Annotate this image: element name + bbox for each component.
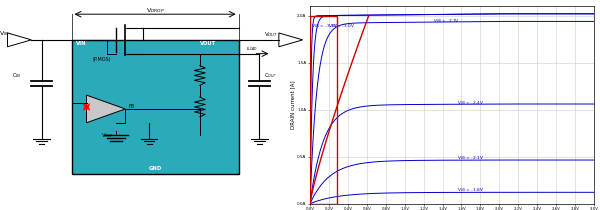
Text: GND: GND bbox=[148, 166, 162, 171]
Text: V$_{GS}$ = -2.1V: V$_{GS}$ = -2.1V bbox=[457, 155, 484, 162]
Text: C$_{IN}$: C$_{IN}$ bbox=[12, 71, 22, 80]
Text: V$_{OUT}$: V$_{OUT}$ bbox=[264, 30, 278, 39]
Text: V$_{GS}$ = -3.0V: V$_{GS}$ = -3.0V bbox=[328, 22, 355, 30]
Text: V$_{IN}$: V$_{IN}$ bbox=[0, 29, 10, 38]
Text: V$_{GS}$ = -1.8V: V$_{GS}$ = -1.8V bbox=[457, 186, 484, 194]
Polygon shape bbox=[86, 95, 125, 123]
Polygon shape bbox=[279, 33, 302, 47]
Text: I$_{LOAD}$: I$_{LOAD}$ bbox=[246, 46, 258, 53]
Text: FB: FB bbox=[128, 104, 134, 109]
Text: V$_{GS}$ = -2.4V: V$_{GS}$ = -2.4V bbox=[457, 99, 484, 107]
Text: VIN: VIN bbox=[76, 41, 86, 46]
Text: V$_{GS}$ = -3.3V: V$_{GS}$ = -3.3V bbox=[311, 22, 338, 30]
Bar bbox=[310, 16, 337, 204]
Text: V$_{DROP}$: V$_{DROP}$ bbox=[146, 6, 164, 15]
Y-axis label: DRAIN current [A]: DRAIN current [A] bbox=[291, 81, 296, 129]
Text: VOUT: VOUT bbox=[200, 41, 216, 46]
Text: C$_{OUT}$: C$_{OUT}$ bbox=[264, 71, 277, 80]
Polygon shape bbox=[7, 33, 31, 47]
Text: (P.MOS): (P.MOS) bbox=[92, 56, 111, 62]
Text: V$_{REF}$: V$_{REF}$ bbox=[101, 132, 114, 140]
Text: V$_{GS}$ = -2.7V: V$_{GS}$ = -2.7V bbox=[433, 17, 460, 25]
FancyBboxPatch shape bbox=[71, 40, 239, 174]
